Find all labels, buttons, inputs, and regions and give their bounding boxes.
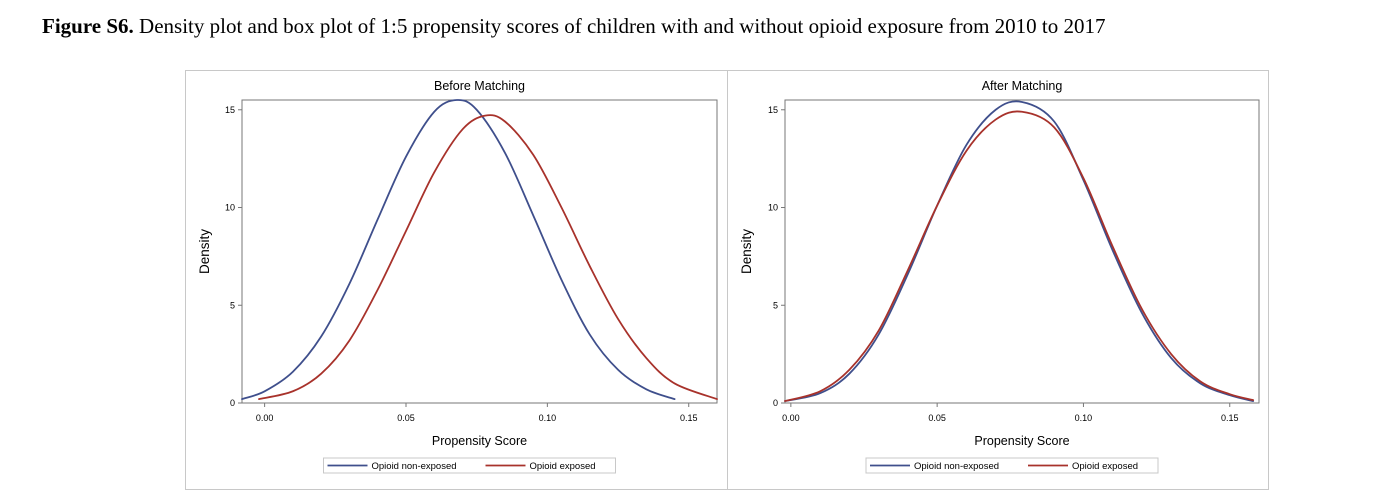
x-tick-label: 0.05 bbox=[397, 413, 415, 423]
chart-after-matching: After Matching 0 5 10 15 0.00 0.05 0.10 0.15 Prop… bbox=[739, 79, 1260, 474]
chart-title: After Matching bbox=[982, 79, 1063, 93]
x-tick-label: 0.15 bbox=[680, 413, 698, 423]
series-line-non-exposed bbox=[784, 100, 1255, 402]
x-tick-label: 0.00 bbox=[782, 413, 800, 423]
x-tick-label: 0.10 bbox=[539, 413, 557, 423]
y-tick-label: 15 bbox=[225, 105, 235, 115]
legend-label-exposed: Opioid exposed bbox=[1072, 461, 1138, 472]
panel-divider bbox=[727, 70, 728, 490]
figure-label: Figure S6. bbox=[42, 14, 134, 38]
x-tick-label: 0.00 bbox=[256, 413, 274, 423]
chart-title: Before Matching bbox=[434, 79, 525, 93]
plot-area-border bbox=[784, 99, 1260, 404]
x-tick-label: 0.15 bbox=[1221, 413, 1239, 423]
series-line-exposed bbox=[784, 110, 1255, 402]
legend-label-exposed: Opioid exposed bbox=[530, 461, 596, 472]
series-line-non-exposed bbox=[241, 99, 676, 400]
y-tick-label: 0 bbox=[230, 398, 235, 408]
y-axis-label: Density bbox=[739, 229, 754, 274]
legend-label-non-exposed: Opioid non-exposed bbox=[372, 461, 457, 472]
y-tick-label: 10 bbox=[225, 203, 235, 213]
series-line-exposed bbox=[258, 114, 718, 400]
x-axis-label: Propensity Score bbox=[974, 434, 1069, 448]
figure-caption: Figure S6. Density plot and box plot of … bbox=[42, 14, 1106, 39]
y-tick-label: 15 bbox=[768, 105, 778, 115]
y-tick-label: 10 bbox=[768, 203, 778, 213]
y-tick-label: 5 bbox=[773, 300, 778, 310]
y-tick-label: 0 bbox=[773, 398, 778, 408]
x-axis-label: Propensity Score bbox=[432, 434, 527, 448]
x-tick-label: 0.10 bbox=[1075, 413, 1093, 423]
plot-area-border bbox=[241, 99, 718, 404]
figure-caption-text: Density plot and box plot of 1:5 propens… bbox=[133, 14, 1106, 38]
y-axis-label: Density bbox=[197, 229, 212, 274]
chart-before-matching: Before Matching 0 5 10 15 0.00 0.05 0.10 0.15 Pro… bbox=[197, 79, 718, 474]
x-tick-label: 0.05 bbox=[928, 413, 946, 423]
y-tick-label: 5 bbox=[230, 300, 235, 310]
legend-label-non-exposed: Opioid non-exposed bbox=[914, 461, 999, 472]
legend-box bbox=[865, 457, 1159, 474]
legend-box bbox=[323, 457, 616, 474]
